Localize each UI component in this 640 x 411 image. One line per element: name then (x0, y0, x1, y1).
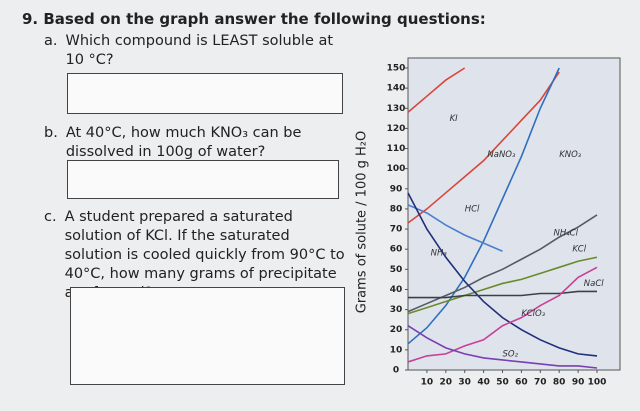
heading: 9. Based on the graph answer the followi… (22, 10, 486, 28)
curve-label: NH₃ (431, 249, 448, 259)
curve (407, 192, 598, 357)
question-label: c. (44, 209, 57, 225)
y-tick-label: 100 (387, 164, 406, 174)
y-tick-label: 70 (390, 225, 403, 235)
curve-label: KNO₃ (559, 150, 582, 160)
y-tick-label: 30 (390, 305, 403, 315)
x-tick-label: 50 (496, 378, 509, 388)
curve (407, 67, 560, 345)
x-tick-label: 40 (477, 378, 490, 388)
curve-label: KCl (572, 245, 586, 255)
curve-label: NH₄Cl (554, 229, 579, 239)
x-tick-label: 100 (588, 378, 607, 388)
x-tick-label: 20 (440, 378, 453, 388)
y-tick-label: 20 (390, 325, 403, 335)
curve (407, 204, 503, 252)
question-label: a. (44, 33, 58, 49)
curve (407, 67, 466, 113)
curve-label: KClO₃ (521, 309, 545, 319)
curve (407, 325, 598, 369)
answer-box[interactable] (67, 73, 343, 114)
question-text: At 40°C, how much KNO₃ can be dissolved … (65, 125, 302, 160)
y-tick-label: 150 (387, 64, 406, 74)
curve-label: NaCl (584, 279, 605, 289)
plot-area (407, 57, 621, 371)
x-tick-label: 70 (534, 378, 547, 388)
y-tick-label: 60 (390, 245, 403, 255)
curve-label: NaNO₃ (487, 150, 516, 160)
x-tick-label: 80 (553, 378, 566, 388)
y-tick-label: 50 (390, 265, 403, 275)
question-text: Which compound is LEAST soluble at 10 °C… (65, 33, 334, 68)
x-tick-label: 30 (458, 378, 471, 388)
y-tick-label: 90 (390, 184, 403, 194)
question: a. Which compound is LEAST soluble at 10… (44, 32, 344, 70)
curve-label: SO₂ (503, 349, 519, 359)
y-tick-label: 130 (387, 104, 406, 114)
y-tick-label: 0 (393, 366, 399, 376)
answer-box[interactable] (67, 160, 339, 199)
y-tick-label: 120 (387, 124, 406, 134)
y-tick-label: 40 (390, 285, 403, 295)
y-tick-label: 80 (390, 204, 403, 214)
x-tick-label: 90 (572, 378, 585, 388)
curve-label: KI (450, 114, 459, 124)
x-tick-label: 10 (421, 378, 434, 388)
curve (407, 71, 560, 224)
curve (407, 256, 598, 315)
y-tick-label: 10 (390, 345, 403, 355)
y-tick-label: 140 (387, 84, 406, 94)
y-axis-label: Grams of solute / 100 g H₂O (355, 131, 370, 313)
curve (408, 290, 597, 299)
question: b. At 40°C, how much KNO₃ can be dissolv… (44, 124, 334, 162)
curve (407, 266, 598, 363)
answer-box[interactable] (70, 287, 345, 385)
question-label: b. (44, 125, 58, 141)
curve-label: HCl (465, 204, 480, 214)
y-tick-label: 110 (387, 144, 406, 154)
x-tick-label: 60 (515, 378, 528, 388)
